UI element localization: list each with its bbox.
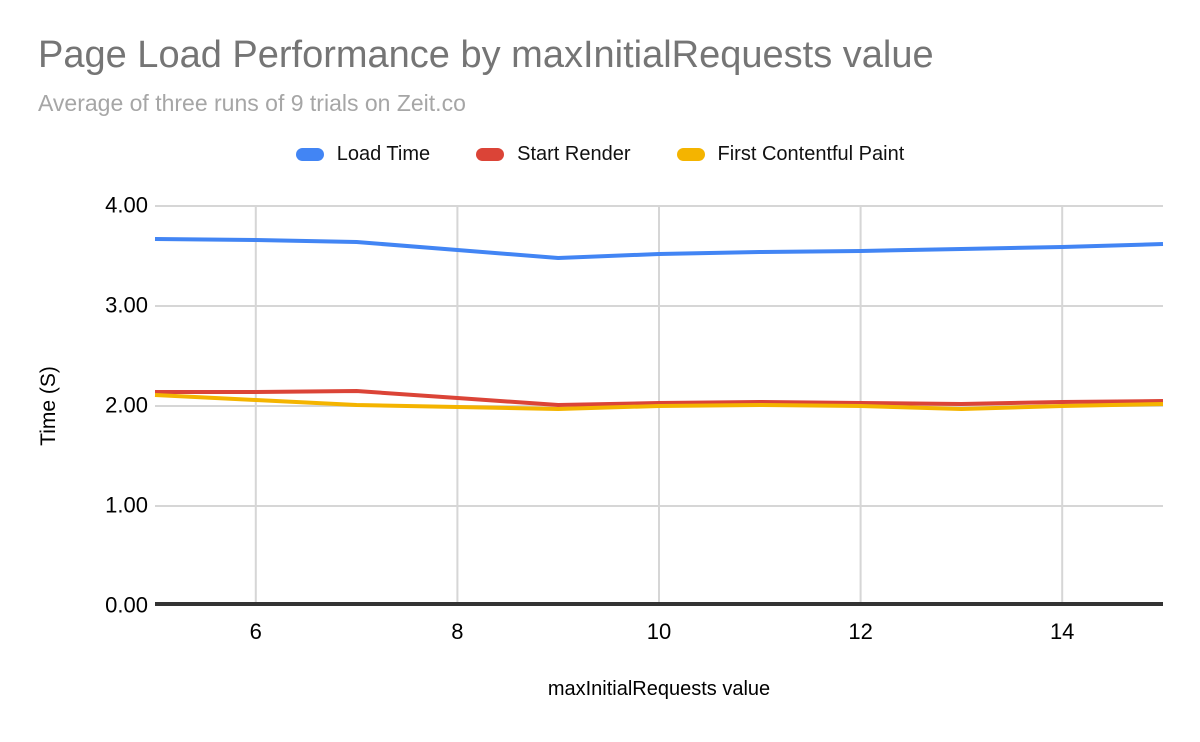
y-tick-label-0: 0.00	[105, 592, 148, 618]
x-axis-title: maxInitialRequests value	[547, 678, 771, 700]
x-tick-label-8: 8	[451, 619, 464, 644]
legend-item-first-contentful-paint: First Contentful Paint	[676, 143, 905, 166]
y-tick-label-1: 1.00	[105, 492, 148, 518]
x-tick-label-10: 10	[646, 619, 672, 644]
series-line-first-contentful-paint	[154, 393, 1164, 411]
legend-swatch-load-time	[295, 148, 324, 161]
legend-item-load-time: Load Time	[295, 143, 431, 166]
legend-label-first-contentful-paint: First Contentful Paint	[717, 143, 905, 165]
legend-swatch-start-render	[476, 148, 505, 161]
chart-title: Page Load Performance by maxInitialReque…	[38, 34, 934, 76]
x-tick-label-6: 6	[249, 619, 262, 644]
chart-subtitle: Average of three runs of 9 trials on Zei…	[38, 90, 466, 116]
legend: Load Time Start Render First Contentful …	[0, 143, 1200, 166]
series-line-start-render	[155, 389, 1164, 407]
legend-label-start-render: Start Render	[517, 143, 631, 165]
x-tick-label-12: 12	[848, 619, 873, 644]
y-axis-title: Time (S)	[37, 366, 60, 446]
y-tick-label-3: 3.00	[105, 292, 148, 318]
series-line-load-time	[154, 237, 1164, 260]
y-tick-label-4: 4.00	[105, 192, 148, 218]
legend-label-load-time: Load Time	[336, 143, 431, 165]
legend-swatch-first-contentful-paint	[676, 148, 705, 161]
y-tick-label-2: 2.00	[105, 392, 148, 418]
plot-area	[154, 205, 1164, 606]
legend-item-start-render: Start Render	[476, 143, 631, 166]
x-tick-label-14: 14	[1049, 619, 1075, 644]
